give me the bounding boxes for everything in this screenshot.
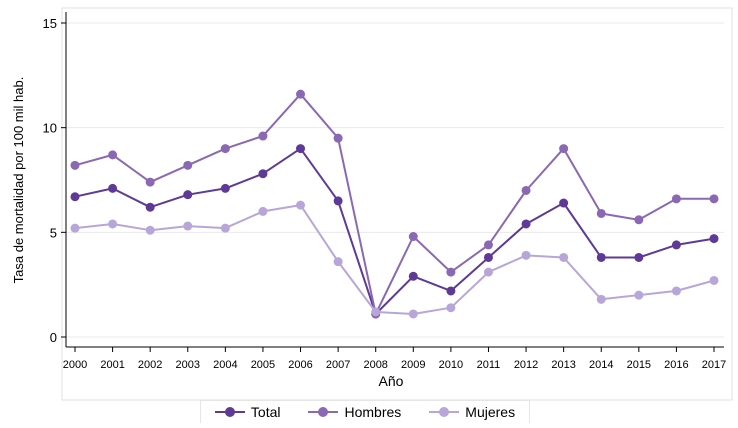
legend-swatch-total — [214, 406, 245, 418]
legend-label-mujeres: Mujeres — [465, 404, 516, 420]
data-point-total-2005 — [258, 169, 268, 179]
x-tick-label: 2005 — [251, 359, 275, 371]
data-point-total-2004 — [220, 183, 230, 193]
data-point-total-2002 — [145, 202, 155, 212]
data-point-hombres-2009 — [408, 232, 418, 242]
data-point-total-2014 — [596, 252, 606, 262]
data-point-total-2001 — [108, 183, 118, 193]
series-line-mujeres — [74, 204, 715, 315]
y-axis-label: Tasa de mortalidad por 100 mil hab. — [11, 77, 26, 284]
data-point-total-2015 — [634, 252, 644, 262]
x-tick-label: 2009 — [401, 359, 425, 371]
y-tick-label: 5 — [50, 225, 57, 240]
x-axis-label: Año — [379, 373, 404, 389]
data-point-mujeres-2014 — [596, 294, 606, 304]
data-point-total-2010 — [446, 286, 456, 296]
data-point-total-2000 — [70, 192, 80, 202]
x-tick-label: 2015 — [627, 359, 651, 371]
data-point-total-2009 — [408, 271, 418, 281]
data-point-mujeres-2007 — [333, 257, 343, 267]
data-point-mujeres-2013 — [559, 252, 569, 262]
series-line-total — [74, 147, 715, 315]
x-tick-label: 2002 — [138, 359, 162, 371]
data-point-hombres-2000 — [70, 160, 80, 170]
data-point-hombres-2004 — [220, 144, 230, 154]
x-tick-label: 2001 — [100, 359, 124, 371]
data-point-mujeres-2000 — [70, 223, 80, 233]
x-tick-label: 2010 — [439, 359, 463, 371]
x-axis-ticks: 2000 2001 2002 2003 2004 2005 2006 2007 2008 2009… — [63, 347, 726, 371]
data-point-hombres-2005 — [258, 131, 268, 141]
data-point-hombres-2002 — [145, 177, 155, 187]
data-point-mujeres-2012 — [521, 250, 531, 260]
x-tick-label: 2008 — [363, 359, 387, 371]
data-point-hombres-2003 — [183, 160, 193, 170]
data-point-total-2003 — [183, 190, 193, 200]
data-point-total-2016 — [671, 240, 681, 250]
data-point-hombres-2016 — [671, 194, 681, 204]
x-tick-label: 2000 — [63, 359, 87, 371]
data-point-total-2017 — [709, 234, 719, 244]
data-point-hombres-2014 — [596, 208, 606, 218]
data-point-hombres-2013 — [559, 144, 569, 154]
data-point-total-2013 — [559, 198, 569, 208]
x-tick-label: 2014 — [589, 359, 613, 371]
y-tick-label: 10 — [43, 121, 57, 136]
series-line-hombres — [74, 93, 714, 315]
data-point-hombres-2011 — [483, 240, 493, 250]
y-tick-label: 15 — [43, 16, 57, 31]
x-tick-label: 2004 — [213, 359, 237, 371]
legend-swatch-mujeres — [429, 406, 460, 418]
legend-swatch-hombres — [308, 406, 339, 418]
legend-label-total: Total — [250, 404, 281, 420]
y-tick-label: 0 — [50, 330, 57, 345]
x-tick-label: 2016 — [664, 359, 688, 371]
data-point-mujeres-2009 — [408, 309, 418, 319]
data-point-hombres-2001 — [108, 150, 118, 160]
data-point-hombres-2012 — [521, 185, 531, 195]
y-axis-ticks: 0 5 10 15 — [43, 16, 66, 345]
legend-item-mujeres: Mujeres — [429, 404, 515, 420]
data-point-total-2007 — [333, 196, 343, 206]
x-tick-label: 2017 — [702, 359, 726, 371]
data-point-hombres-2007 — [333, 133, 343, 143]
legend: Total Hombres Mujeres — [200, 400, 530, 423]
data-point-total-2011 — [483, 252, 493, 262]
x-tick-label: 2003 — [176, 359, 200, 371]
plot-region-frame — [61, 7, 733, 401]
legend-item-total: Total — [214, 404, 281, 420]
data-point-mujeres-2006 — [296, 200, 306, 210]
data-point-mujeres-2008 — [371, 307, 381, 317]
x-tick-label: 2012 — [514, 359, 538, 371]
legend-item-hombres: Hombres — [308, 404, 401, 420]
data-point-total-2012 — [521, 219, 531, 229]
data-point-mujeres-2015 — [634, 290, 644, 300]
data-point-mujeres-2003 — [183, 221, 193, 231]
x-tick-label: 2007 — [326, 359, 350, 371]
data-point-mujeres-2004 — [220, 223, 230, 233]
gridlines — [66, 22, 724, 338]
data-point-hombres-2017 — [709, 194, 719, 204]
data-point-mujeres-2011 — [483, 267, 493, 277]
x-tick-label: 2013 — [551, 359, 575, 371]
data-point-hombres-2006 — [296, 89, 306, 99]
data-point-hombres-2010 — [446, 267, 456, 277]
data-point-mujeres-2005 — [258, 206, 268, 216]
legend-label-hombres: Hombres — [344, 404, 402, 420]
data-point-hombres-2015 — [634, 215, 644, 225]
x-tick-label: 2011 — [477, 359, 501, 371]
data-point-mujeres-2010 — [446, 303, 456, 313]
data-point-mujeres-2016 — [671, 286, 681, 296]
data-point-mujeres-2002 — [145, 225, 155, 235]
series-group — [70, 89, 719, 319]
x-tick-label: 2006 — [288, 359, 312, 371]
data-point-total-2006 — [296, 144, 306, 154]
data-point-mujeres-2001 — [108, 219, 118, 229]
data-point-mujeres-2017 — [709, 275, 719, 285]
